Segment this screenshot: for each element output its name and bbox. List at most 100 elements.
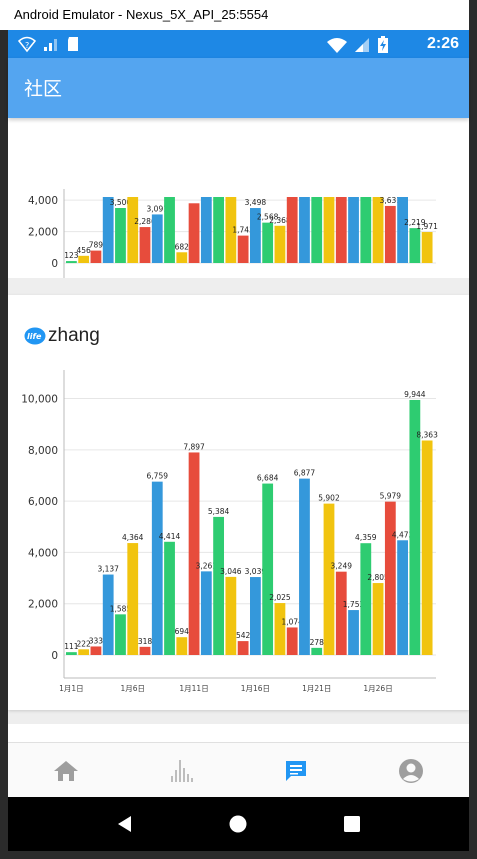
chart-bar xyxy=(299,478,310,655)
chart-bar xyxy=(151,214,163,263)
chart-bar xyxy=(335,571,347,655)
bar-value-label: 1,074 xyxy=(281,617,303,626)
chart-bar xyxy=(200,197,212,263)
chart-bar xyxy=(335,197,347,263)
bar-value-label: 3,249 xyxy=(331,562,353,571)
y-tick-label: 8,000 xyxy=(28,445,58,457)
post-card[interactable]: life zhang 0 2,000 4,000 6,000 8,000 10,000 11… xyxy=(8,295,469,710)
y-tick-label: 2,000 xyxy=(28,227,58,239)
post-card[interactable]: 0 2,000 4,000 123 456 789 3,500 2,286 3,091 682 1,… xyxy=(8,118,469,278)
chart-bar xyxy=(397,540,408,655)
chart-bar xyxy=(348,197,359,263)
chart-bar xyxy=(90,646,102,655)
post-card[interactable] xyxy=(8,724,469,742)
bar-value-label: 318 xyxy=(138,637,153,646)
chart-bar xyxy=(311,647,323,655)
chart-bar xyxy=(262,483,274,655)
chart-bar xyxy=(323,197,335,263)
bottom-navigation xyxy=(8,742,469,798)
bar-value-label: 456 xyxy=(76,246,91,255)
battery-icon xyxy=(378,36,388,53)
chart-bar xyxy=(78,255,90,263)
home-icon xyxy=(53,760,78,781)
bar-value-label: 278 xyxy=(310,638,325,647)
chart-bar xyxy=(102,197,114,263)
window-title-bar: Android Emulator - Nexus_5X_API_25:5554 xyxy=(0,0,469,30)
nav-home[interactable] xyxy=(8,743,123,798)
x-tick-label: 1月1日 xyxy=(59,684,84,693)
home-circle-icon[interactable] xyxy=(228,814,248,834)
window-border-left xyxy=(0,30,8,851)
bar-value-label: 123 xyxy=(64,251,79,260)
x-tick-label: 1月6日 xyxy=(120,684,145,693)
y-tick-label: 4,000 xyxy=(28,195,58,207)
chart-bar xyxy=(200,571,212,655)
chart-bar xyxy=(139,646,151,655)
bar-value-label: 682 xyxy=(175,242,190,251)
chart-bar xyxy=(311,197,323,263)
chart-bar xyxy=(225,576,237,655)
chart-bar xyxy=(127,197,139,263)
chart-bar xyxy=(66,261,77,264)
x-tick-label: 1月11日 xyxy=(179,684,208,693)
bar-value-label: 3,261 xyxy=(196,561,218,570)
chart-bar xyxy=(90,250,102,263)
chart-bar xyxy=(188,452,200,655)
nav-profile[interactable] xyxy=(354,743,469,798)
app-bar: 社区 xyxy=(8,58,469,118)
chart-bar xyxy=(115,208,126,263)
chart-bar xyxy=(397,197,408,263)
chart-bar xyxy=(176,637,188,655)
bar-value-label: 3,500 xyxy=(110,198,132,207)
chart-bar xyxy=(213,197,224,263)
window-title: Android Emulator - Nexus_5X_API_25:5554 xyxy=(14,7,269,22)
chart-bar xyxy=(66,652,77,655)
bar-value-label: 2,568 xyxy=(257,213,279,222)
chart-bar xyxy=(250,577,261,655)
chart-bar xyxy=(237,641,249,655)
bar-value-label: 6,759 xyxy=(147,472,169,481)
chart-bar xyxy=(262,222,274,263)
y-tick-label: 10,000 xyxy=(21,394,58,406)
chart-bar xyxy=(237,235,249,263)
life-logo-icon: life xyxy=(24,327,46,345)
chart-bar xyxy=(409,228,421,263)
chart-bar xyxy=(164,541,175,655)
chart-bar xyxy=(323,503,335,655)
nav-community[interactable] xyxy=(239,743,354,798)
bar-value-label: 1,585 xyxy=(110,604,132,613)
bar-value-label: 5,979 xyxy=(380,492,402,501)
bar-value-label: 5,902 xyxy=(318,494,340,503)
bar-value-label: 4,359 xyxy=(355,533,377,542)
chart-bar xyxy=(274,603,286,655)
nav-chart[interactable] xyxy=(123,743,238,798)
system-navigation-bar xyxy=(8,797,469,851)
bar-value-label: 542 xyxy=(236,631,251,640)
y-tick-label: 2,000 xyxy=(28,599,58,611)
chart-bar xyxy=(286,627,298,655)
svg-text:life: life xyxy=(27,332,42,341)
recent-apps-icon[interactable] xyxy=(342,814,362,834)
chart-bar xyxy=(372,583,384,655)
back-icon[interactable] xyxy=(115,814,135,834)
signal-icon xyxy=(44,39,57,51)
svg-text:?: ? xyxy=(25,41,29,50)
chart-bar xyxy=(360,543,372,655)
wifi-icon xyxy=(327,38,347,53)
bar-value-label: 2,025 xyxy=(269,593,291,602)
y-tick-label: 4,000 xyxy=(28,547,58,559)
feed-list[interactable]: 0 2,000 4,000 123 456 789 3,500 2,286 3,091 682 1,… xyxy=(8,118,469,742)
page-title: 社区 xyxy=(24,78,63,100)
window-border-right xyxy=(469,0,477,859)
bar-value-label: 4,473 xyxy=(392,530,414,539)
chart-bar xyxy=(360,197,372,263)
cell-signal-icon xyxy=(355,38,369,52)
post-author[interactable]: life zhang xyxy=(24,325,100,347)
bar-value-label: 111 xyxy=(64,642,79,651)
chart-bar xyxy=(250,208,261,263)
bar-value-label: 8,363 xyxy=(416,431,438,440)
chart-bar xyxy=(127,543,139,655)
bar-value-label: 222 xyxy=(76,639,91,648)
chart-bar xyxy=(176,252,188,263)
